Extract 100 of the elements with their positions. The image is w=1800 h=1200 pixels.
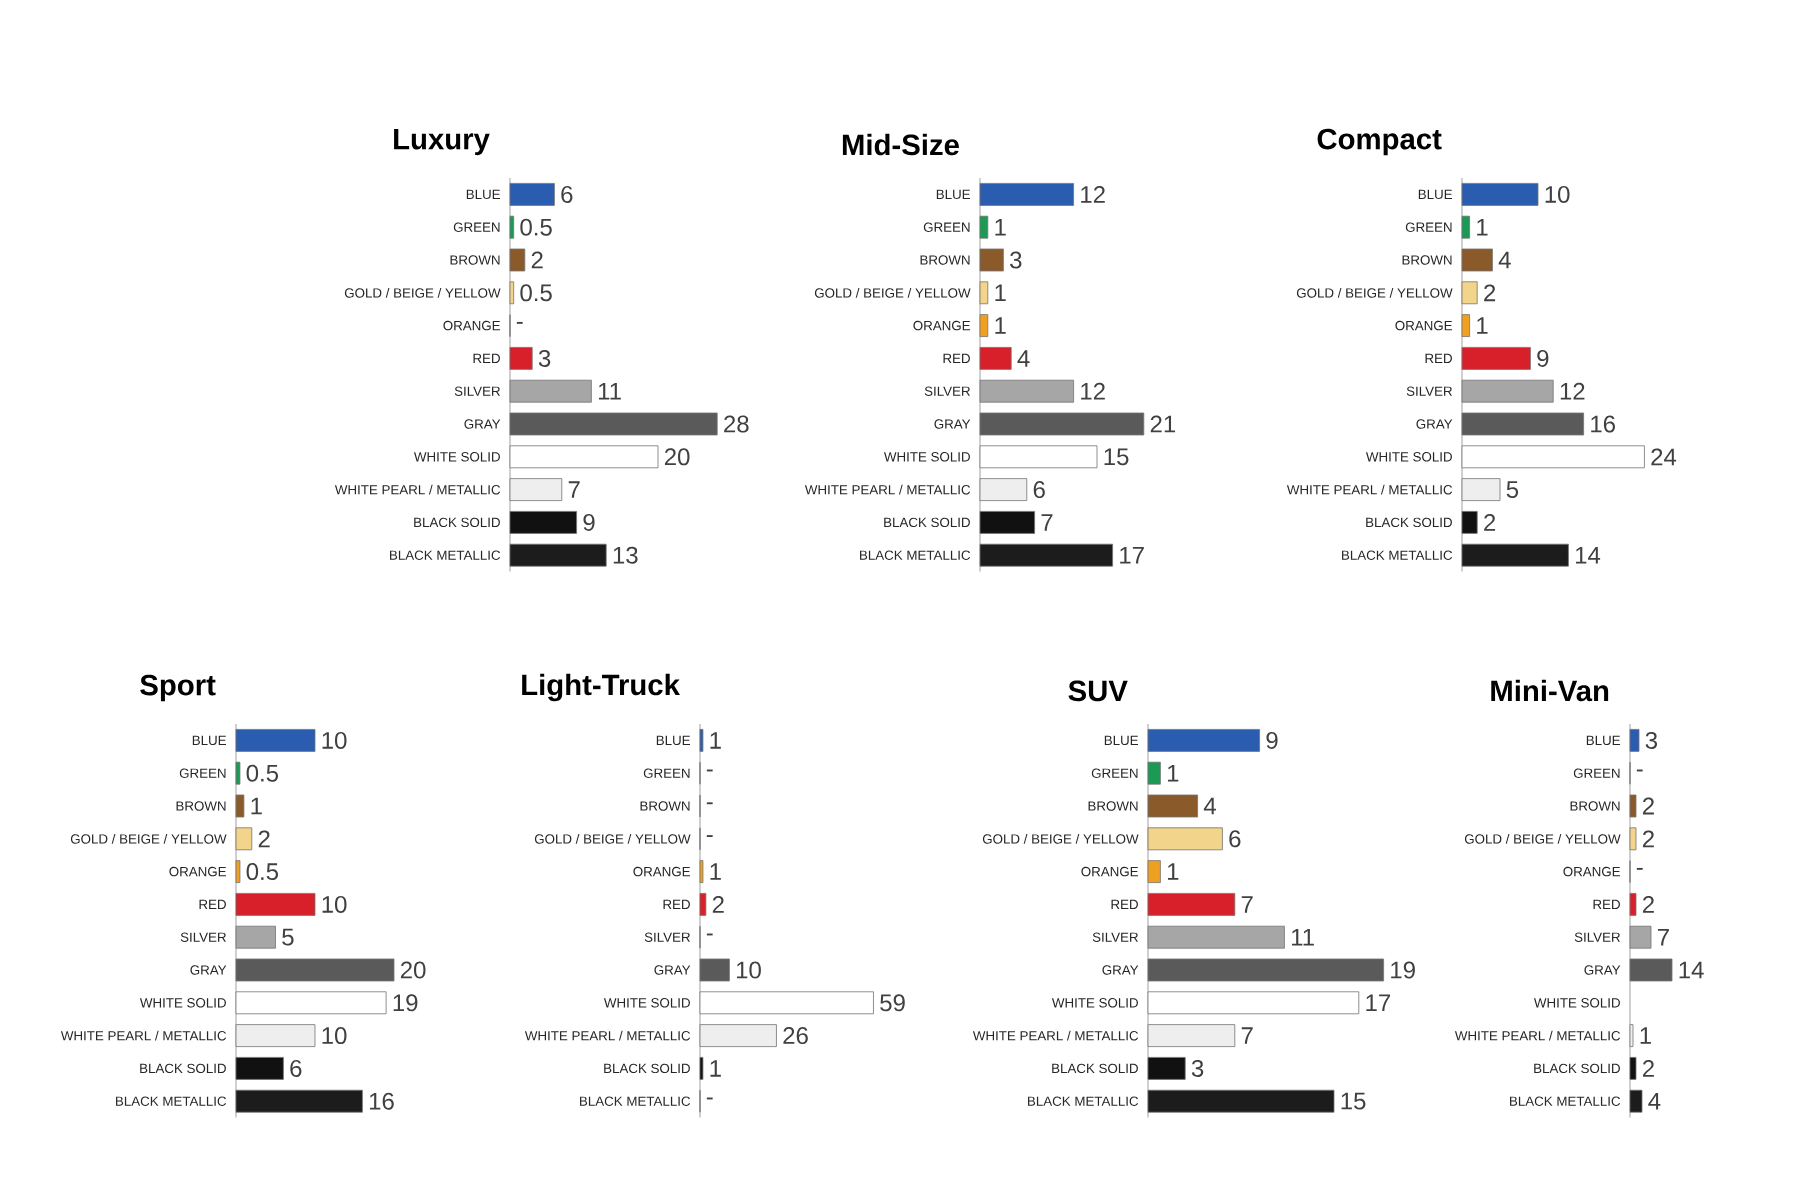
bar: [1147, 1024, 1236, 1048]
bar: [699, 991, 874, 1015]
data-label: 7: [568, 481, 580, 498]
bar: [1147, 761, 1161, 785]
data-label: 1: [1167, 863, 1179, 880]
data-label: -: [706, 802, 713, 805]
data-label: 0.5: [246, 764, 279, 782]
bar: [979, 543, 1113, 567]
data-label: 10: [322, 1027, 347, 1045]
bar: [1147, 958, 1385, 982]
data-label: 10: [736, 961, 761, 979]
data-label: 11: [1291, 928, 1314, 946]
bar: [509, 478, 563, 501]
bar: [699, 893, 707, 916]
bar: [509, 248, 526, 272]
chart-title: Luxury: [394, 128, 490, 156]
data-label: 12: [1560, 382, 1585, 400]
bar: [235, 827, 253, 851]
bar: [1147, 827, 1223, 851]
bar: [1461, 215, 1471, 239]
chart-title: Compact: [1317, 128, 1442, 156]
bar: [979, 511, 1035, 534]
data-label: 1: [710, 732, 721, 749]
bar: [1147, 794, 1199, 818]
data-label: 3: [1010, 251, 1022, 269]
data-label: 1: [1640, 1027, 1651, 1044]
chart-title: Light-Truck: [522, 673, 680, 702]
data-label: 0.5: [246, 863, 279, 881]
bar: [1629, 1057, 1637, 1080]
data-label: 0.5: [520, 284, 552, 302]
bar: [235, 1089, 363, 1113]
data-label: 7: [1241, 896, 1253, 913]
bar: [509, 412, 718, 436]
data-label: 9: [1537, 349, 1549, 367]
bar: [509, 346, 533, 370]
bar: [1629, 893, 1637, 916]
data-label: -: [1636, 769, 1643, 772]
bar: [979, 478, 1028, 501]
data-label: 12: [1081, 186, 1105, 203]
data-label: 9: [1266, 731, 1278, 749]
bar: [235, 893, 316, 916]
data-label: 2: [1642, 896, 1654, 913]
data-label: 24: [1651, 448, 1677, 466]
data-label: -: [706, 933, 713, 936]
data-label: 1: [710, 863, 721, 880]
data-label: 15: [1104, 448, 1129, 466]
bar: [235, 794, 245, 818]
data-label: 26: [783, 1027, 808, 1045]
bar: [1461, 478, 1501, 501]
bar: [1147, 991, 1360, 1015]
data-label: 5: [1506, 481, 1519, 498]
data-label: 20: [400, 961, 426, 979]
data-label: 4: [1498, 251, 1511, 269]
data-label: 3: [1191, 1059, 1204, 1077]
data-label: 6: [290, 1059, 302, 1077]
data-label: 10: [1545, 185, 1570, 203]
bar: [1461, 182, 1539, 206]
bar: [1147, 860, 1161, 883]
bar: [235, 729, 316, 752]
bar: [509, 445, 659, 469]
data-label: 7: [1657, 928, 1669, 946]
data-label: 9: [583, 513, 595, 531]
bar: [1461, 445, 1645, 469]
bar: [979, 445, 1098, 469]
bar: [979, 215, 989, 239]
data-label: 14: [1575, 546, 1601, 564]
bar: [1147, 893, 1236, 916]
bar: [979, 281, 989, 305]
data-label: 2: [531, 251, 543, 269]
data-label: 5: [282, 928, 294, 946]
bar: [979, 248, 1004, 272]
data-label: 2: [1642, 797, 1654, 815]
data-label: 6: [561, 185, 573, 203]
bar: [699, 1024, 777, 1048]
data-label: 7: [1241, 1027, 1253, 1044]
data-label: 21: [1150, 415, 1176, 433]
data-label: 3: [538, 349, 551, 367]
data-label: 59: [880, 994, 905, 1012]
data-label: -: [1636, 867, 1643, 870]
bar: [1461, 346, 1531, 370]
data-label: 4: [1648, 1092, 1661, 1110]
data-label: 1: [1477, 218, 1488, 236]
data-label: 0.5: [520, 218, 552, 236]
data-label: 2: [1484, 514, 1496, 531]
data-label: 2: [1484, 284, 1496, 302]
bar: [1629, 958, 1673, 982]
data-label: 1: [995, 218, 1006, 236]
data-label: 16: [1591, 415, 1615, 433]
data-label: 15: [1341, 1092, 1366, 1110]
chart-title: SUV: [1068, 680, 1128, 702]
bar: [235, 1024, 316, 1048]
bar: [1629, 794, 1637, 818]
data-label: 17: [1120, 546, 1144, 564]
data-label: -: [706, 835, 713, 838]
data-label: 11: [598, 382, 621, 400]
data-label: 1: [995, 284, 1006, 302]
data-label: 12: [1081, 382, 1105, 400]
chart-title: Mini-Van: [1491, 679, 1609, 702]
chart-title: Mid-Size: [842, 133, 959, 156]
bar: [699, 958, 730, 982]
